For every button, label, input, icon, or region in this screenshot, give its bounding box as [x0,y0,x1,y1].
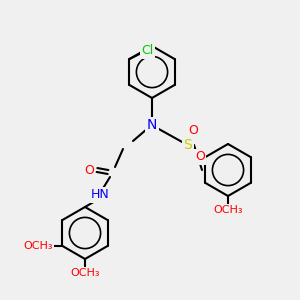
Text: O: O [188,124,198,136]
Text: S: S [184,138,192,152]
Text: HN: HN [91,188,110,202]
Text: OCH₃: OCH₃ [24,241,53,251]
Text: N: N [147,118,157,132]
Text: OCH₃: OCH₃ [213,205,243,215]
Text: Cl: Cl [141,44,154,58]
Text: O: O [84,164,94,176]
Text: O: O [195,151,205,164]
Text: OCH₃: OCH₃ [70,268,100,278]
